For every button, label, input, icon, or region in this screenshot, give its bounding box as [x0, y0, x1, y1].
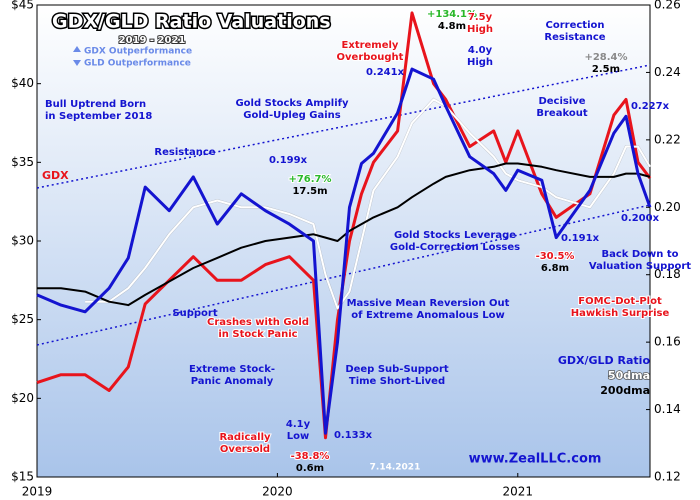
annotation: Oversold	[220, 444, 270, 455]
y-tick-label: $35	[11, 155, 34, 169]
annotation: 0.241x	[366, 67, 405, 78]
note: GDX Outperformance	[84, 47, 192, 57]
down-triangle	[73, 60, 81, 66]
annotation: Valuation Support	[589, 261, 691, 272]
chart-subtitle: 2019 - 2021	[119, 35, 186, 46]
note: GLD Outperformance	[84, 59, 191, 69]
annotation: 0.200x	[621, 213, 660, 224]
annotation: 7.5y	[468, 12, 493, 23]
y-tick-label: $45	[11, 0, 34, 12]
annotation: www.ZealLLC.com	[469, 452, 602, 467]
plot-area	[36, 4, 651, 478]
annotation: Breakout	[536, 108, 587, 119]
up-triangle	[73, 46, 81, 52]
annotation: Resistance	[544, 32, 605, 43]
annotation: 4.8m	[438, 21, 466, 32]
legend-entry: 50dma	[608, 369, 650, 382]
annotation: 0.227x	[631, 101, 670, 112]
y-tick-label: $30	[11, 234, 34, 248]
marks	[36, 11, 652, 440]
annotation: -30.5%	[536, 251, 575, 262]
legend-entry: GDX/GLD Ratio	[558, 354, 651, 367]
annotation: +134.1%	[427, 9, 477, 20]
annotation: Extreme Stock-	[189, 364, 275, 375]
annotation: Gold Stocks Leverage	[394, 230, 516, 241]
annotation: 6.8m	[541, 263, 569, 274]
annotation: High	[467, 24, 493, 35]
annotation: Massive Mean Reversion Out	[347, 298, 510, 309]
y-tick-label: $40	[11, 76, 34, 90]
annotation: Resistance	[154, 147, 215, 158]
y2-tick-label: 0.26	[654, 0, 681, 12]
annotation: Overbought	[337, 52, 404, 63]
annotation: 2.5m	[592, 64, 620, 75]
y2-tick-label: 0.18	[654, 267, 681, 281]
y2-tick-label: 0.16	[654, 335, 681, 349]
annotation: Time Short-Lived	[349, 376, 445, 387]
x-tick-label: 2019	[22, 485, 53, 499]
annotation: Radically	[219, 432, 271, 443]
annotation: Low	[287, 431, 309, 442]
annotation: 17.5m	[292, 186, 327, 197]
annotation: High	[467, 57, 493, 68]
annotation: Extremely	[342, 40, 399, 51]
annotation: 0.6m	[296, 463, 324, 474]
annotation: of Extreme Anomalous Low	[351, 310, 504, 321]
annotation: Bull Uptrend Born	[45, 99, 146, 110]
annotation: in Stock Panic	[218, 329, 297, 340]
series-line	[36, 67, 652, 435]
legend-entry: 200dma	[600, 384, 650, 397]
annotation: 0.133x	[334, 430, 373, 441]
annotation: Gold-Upleg Gains	[243, 110, 340, 121]
x-tick-label: 2021	[503, 485, 534, 499]
annotation: FOMC-Dot-Plot	[578, 296, 662, 307]
annotation: Correction	[546, 20, 605, 31]
annotation: Back Down to	[601, 249, 678, 260]
annotation: +28.4%	[584, 52, 627, 63]
annotation: 0.199x	[269, 155, 308, 166]
y-tick-label: $20	[11, 391, 34, 405]
y2-tick-label: 0.12	[654, 470, 681, 484]
y2-tick-label: 0.22	[654, 132, 681, 146]
annotation: Crashes with Gold	[207, 317, 309, 328]
annotation: Deep Sub-Support	[345, 364, 449, 375]
series-line	[36, 11, 652, 440]
annotation: Panic Anomaly	[191, 376, 274, 387]
y2-tick-label: 0.14	[654, 402, 681, 416]
annotation: Hawkish Surprise	[571, 308, 670, 319]
y-tick-label: $25	[11, 312, 34, 326]
chart-title: GDX/GLD Ratio Valuations	[52, 11, 331, 33]
x-tick-label: 2020	[262, 485, 293, 499]
annotation: +76.7%	[288, 174, 331, 185]
annotation: Gold Stocks Amplify	[235, 98, 349, 109]
legend-entry: GDX	[42, 169, 69, 182]
series-line	[85, 98, 651, 310]
y2-tick-label: 0.24	[654, 65, 681, 79]
resistance-line	[36, 64, 651, 189]
annotation: 4.0y	[468, 45, 493, 56]
y-tick-label: $15	[11, 470, 34, 484]
annotation: 7.14.2021	[370, 463, 421, 473]
annotation: Decisive	[538, 96, 585, 107]
annotation: -38.8%	[291, 451, 330, 462]
annotation: 4.1y	[286, 419, 311, 430]
series-line	[37, 162, 651, 307]
annotation: Gold-Correction Losses	[390, 242, 520, 253]
annotation: in September 2018	[45, 111, 152, 122]
y2-tick-label: 0.20	[654, 200, 681, 214]
annotation: 0.191x	[561, 233, 600, 244]
annotation: Support	[172, 308, 217, 319]
